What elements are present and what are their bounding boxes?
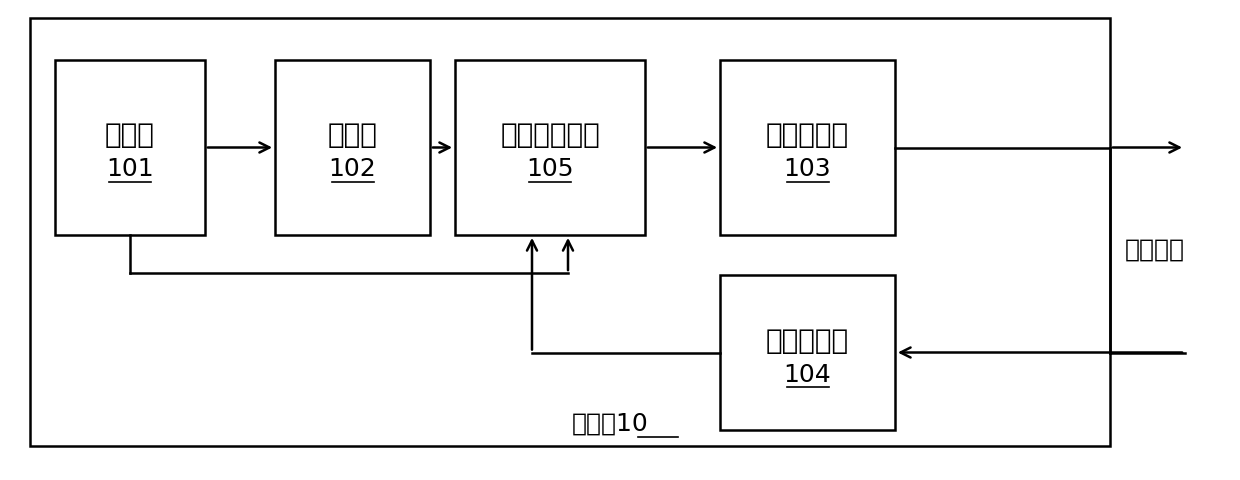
Bar: [55, 60, 205, 235]
Text: 第三扩束镜: 第三扩束镜: [766, 326, 849, 355]
Text: 103: 103: [784, 157, 831, 181]
Text: 相位补偿单元: 相位补偿单元: [500, 121, 600, 149]
Text: 发送端10: 发送端10: [572, 412, 649, 436]
Text: 101: 101: [107, 157, 154, 181]
Bar: [720, 275, 895, 430]
Text: 102: 102: [329, 157, 377, 181]
Bar: [275, 60, 430, 235]
Text: 自由空间: 自由空间: [1125, 238, 1185, 262]
Bar: [30, 18, 1110, 446]
Text: 104: 104: [784, 362, 831, 386]
Text: 105: 105: [526, 157, 574, 181]
Text: 微波源: 微波源: [105, 121, 155, 149]
Bar: [455, 60, 645, 235]
Bar: [720, 60, 895, 235]
Text: 激光器: 激光器: [327, 121, 377, 149]
Text: 第一扩束镜: 第一扩束镜: [766, 121, 849, 149]
